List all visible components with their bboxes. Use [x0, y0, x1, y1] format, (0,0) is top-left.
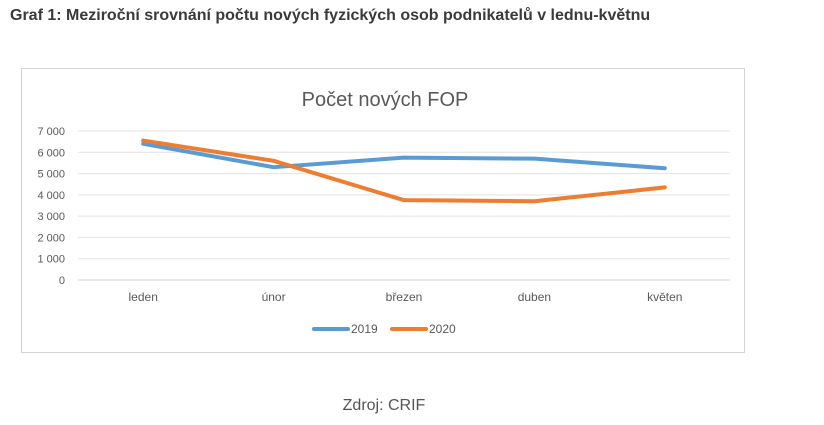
y-tick-label: 0	[59, 275, 65, 287]
line-chart: Počet nových FOP 0 1 000 2 000 3 000 4 000 5 …	[37, 89, 730, 336]
chart-frame: Počet nových FOP 0 1 000 2 000 3 000 4 000 5 …	[21, 68, 745, 353]
y-tick-label: 6 000	[37, 147, 65, 159]
series-lines	[141, 138, 667, 204]
y-tick-label: 7 000	[37, 126, 65, 138]
x-tick-label: březen	[386, 290, 423, 304]
x-tick-label: květen	[647, 290, 682, 304]
y-axis: 0 1 000 2 000 3 000 4 000 5 000 6 000 7 000	[37, 126, 65, 287]
y-tick-label: 4 000	[37, 190, 65, 202]
legend: 2019 2020	[312, 322, 456, 336]
y-tick-label: 3 000	[37, 211, 65, 223]
series-line-2020	[141, 138, 667, 204]
series-line-2019	[141, 141, 667, 171]
x-tick-label: duben	[518, 290, 551, 304]
source-note: Zdroj: CRIF	[342, 397, 426, 414]
x-tick-label: únor	[262, 290, 286, 304]
x-axis: leden únor březen duben květen	[129, 290, 683, 304]
gridlines	[78, 130, 730, 281]
figure-heading: Graf 1: Meziroční srovnání počtu nových …	[10, 7, 651, 24]
y-tick-label: 1 000	[37, 254, 65, 266]
y-tick-label: 2 000	[37, 232, 65, 244]
x-tick-label: leden	[129, 290, 158, 304]
chart-title: Počet nových FOP	[302, 89, 469, 111]
legend-label: 2020	[429, 322, 456, 336]
y-tick-label: 5 000	[37, 169, 65, 181]
legend-label: 2019	[351, 322, 378, 336]
